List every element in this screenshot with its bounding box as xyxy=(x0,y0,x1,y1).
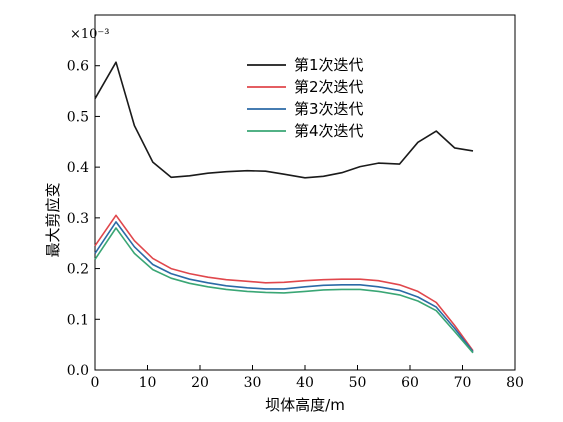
x-tick-label: 60 xyxy=(401,375,419,391)
x-tick-label: 0 xyxy=(91,375,100,391)
x-axis-title: 坝体高度/m xyxy=(265,396,345,414)
y-tick-label: 0.6 xyxy=(67,59,89,75)
legend-label-3: 第3次迭代 xyxy=(294,100,364,118)
x-tick-label: 10 xyxy=(139,375,157,391)
x-tick-label: 30 xyxy=(244,375,262,391)
legend-label-2: 第2次迭代 xyxy=(294,78,364,96)
series-layer xyxy=(94,61,474,354)
y-tick-label: 0.3 xyxy=(67,211,89,227)
axis-ticks: 0 10 20 30 40 50 60 70 80 0.0 0.1 0.2 0.3 0.4 0.5 0.6 xyxy=(67,59,524,391)
y-multiplier-label: ×10⁻³ xyxy=(70,27,110,42)
x-tick-label: 20 xyxy=(191,375,209,391)
series-line-4 xyxy=(94,227,474,354)
y-tick-label: 0.0 xyxy=(67,363,89,379)
y-tick-label: 0.4 xyxy=(67,160,89,176)
series-line-1 xyxy=(94,61,474,179)
y-tick-label: 0.2 xyxy=(67,262,89,278)
x-tick-label: 70 xyxy=(454,375,472,391)
y-tick-label: 0.5 xyxy=(67,109,89,125)
x-tick-label: 50 xyxy=(349,375,367,391)
legend-label-4: 第4次迭代 xyxy=(294,122,364,140)
x-tick-label: 40 xyxy=(296,375,314,391)
series-line-2 xyxy=(94,214,474,352)
series-line-3 xyxy=(94,221,474,353)
y-tick-label: 0.1 xyxy=(67,312,89,328)
x-tick-label: 80 xyxy=(506,375,524,391)
legend-label-1: 第1次迭代 xyxy=(294,56,364,74)
y-axis-title: 最大剪应变 xyxy=(44,182,62,257)
